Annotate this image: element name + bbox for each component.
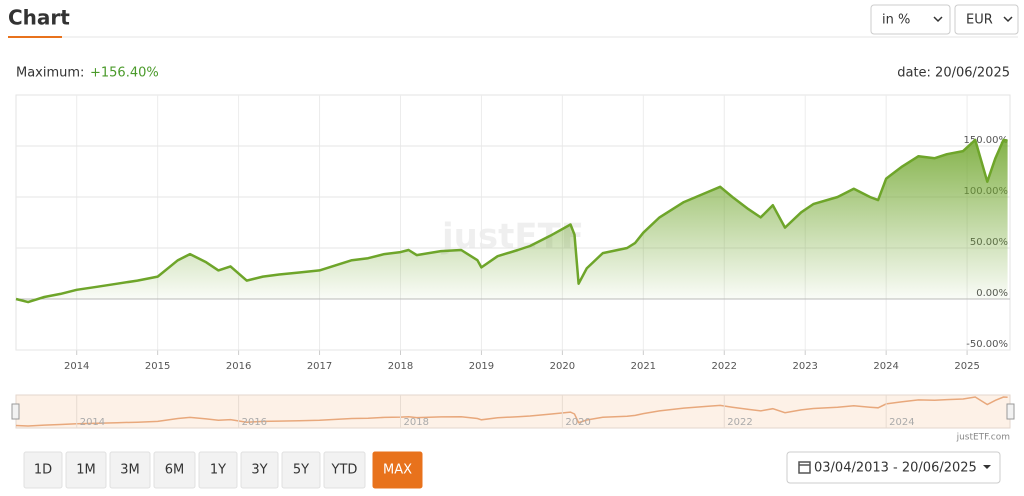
period-button-label: 1M (76, 463, 96, 478)
navigator-tick-label: 2022 (727, 417, 752, 428)
maximum-value: +156.40% (90, 66, 159, 81)
navigator-line (15, 396, 1008, 427)
x-tick-label: 2020 (550, 361, 575, 372)
date-label: date: 20/06/2025 (897, 66, 1010, 81)
period-button[interactable] (323, 451, 366, 489)
period-button-label: 6M (165, 463, 185, 478)
period-button-label: 3Y (251, 463, 267, 478)
x-tick-label: 2024 (873, 361, 898, 372)
navigator[interactable] (15, 394, 1011, 429)
period-button[interactable] (240, 451, 279, 489)
x-tick-label: 2015 (145, 361, 170, 372)
area (16, 139, 1008, 303)
navigator-tick-label: 2016 (242, 417, 267, 428)
x-tick-label: 2019 (469, 361, 494, 372)
calendar-icon (798, 461, 811, 474)
maximum-label: Maximum: (16, 66, 84, 81)
x-tick-label: 2022 (712, 361, 737, 372)
navigator-tick-label: 2024 (889, 417, 914, 428)
x-tick-label: 2016 (226, 361, 251, 372)
navigator-tick-label: 2020 (565, 417, 590, 428)
period-button-label: MAX (383, 463, 412, 478)
currency-select[interactable] (954, 4, 1019, 35)
navigator-tick-label: 2018 (403, 417, 428, 428)
period-button-label: 5Y (293, 463, 309, 478)
x-tick-label: 2017 (307, 361, 332, 372)
date-range-text: 03/04/2013 - 20/06/2025 (814, 461, 977, 476)
x-tick-label: 2014 (64, 361, 89, 372)
period-button[interactable] (153, 451, 196, 489)
chevron (933, 16, 943, 23)
currency-select-text: EUR (966, 13, 993, 28)
period-button-label: 1D (34, 463, 52, 478)
navigator-tick-label: 2014 (80, 417, 105, 428)
period-button[interactable] (23, 451, 63, 489)
period-button[interactable] (198, 451, 238, 489)
y-tick-label: 150.00% (964, 135, 1009, 146)
x-tick-label: 2021 (631, 361, 656, 372)
x-tick-label: 2018 (388, 361, 413, 372)
y-tick-label: -50.00% (966, 339, 1008, 350)
chevron (1003, 16, 1013, 23)
navigator-handle[interactable] (11, 403, 20, 420)
x-tick-label: 2025 (954, 361, 979, 372)
x-tick-label: 2023 (792, 361, 817, 372)
page-title: Chart (8, 6, 70, 30)
navigator-handle[interactable] (1006, 403, 1015, 420)
period-button-label: YTD (331, 463, 358, 478)
caret (983, 465, 991, 469)
period-button-label: 3M (120, 463, 140, 478)
unit-select-text: in % (882, 13, 910, 28)
period-button-label: 1Y (210, 463, 226, 478)
date-range-picker[interactable] (786, 451, 1001, 484)
period-button[interactable] (281, 451, 321, 489)
line (15, 138, 1008, 304)
unit-select[interactable] (870, 4, 951, 35)
period-button[interactable] (372, 451, 423, 489)
credit: justETF.com (956, 433, 1010, 443)
period-button[interactable] (109, 451, 151, 489)
period-button[interactable] (65, 451, 107, 489)
